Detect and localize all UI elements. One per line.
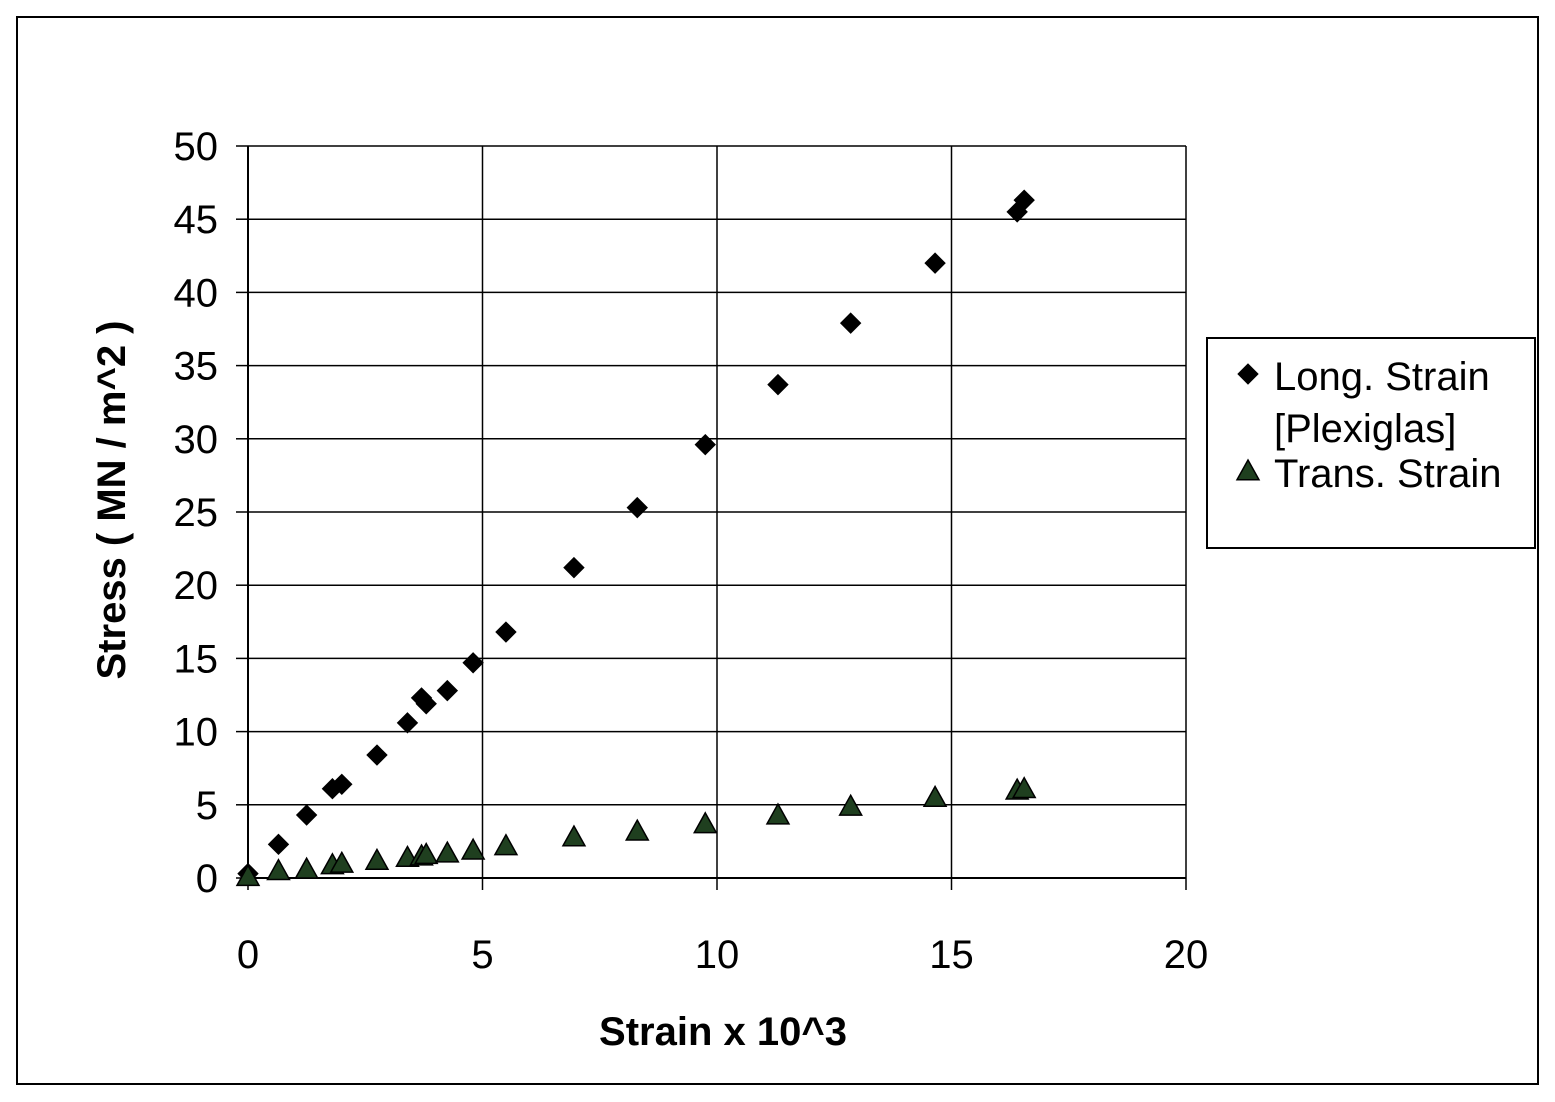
long-strain-point bbox=[626, 496, 648, 519]
trans-strain-point bbox=[294, 856, 319, 879]
trans-strain-point bbox=[460, 837, 486, 860]
legend: Long. Strain [Plexiglas]Trans. Strain bbox=[1206, 337, 1536, 549]
trans-strain-point bbox=[693, 811, 718, 834]
legend-label: [Plexiglas] bbox=[1274, 407, 1456, 451]
legend-items: Long. Strain [Plexiglas]Trans. Strain bbox=[1235, 355, 1501, 496]
legend-marker-long-strain bbox=[1237, 363, 1259, 385]
trans-strain-point bbox=[765, 802, 791, 825]
long-strain-point bbox=[495, 621, 517, 643]
long-strain-point bbox=[396, 712, 419, 734]
long-strain-point bbox=[366, 744, 388, 766]
trans-strain-point bbox=[413, 842, 439, 865]
legend-box bbox=[1206, 337, 1536, 549]
trans-strain-point bbox=[266, 858, 291, 881]
y-tick-label: 35 bbox=[174, 345, 219, 389]
legend-marker-trans-strain bbox=[1235, 458, 1261, 481]
long-strain-point bbox=[694, 433, 716, 456]
x-axis-title: Strain x 10^3 bbox=[599, 1010, 847, 1054]
y-tick-label: 5 bbox=[196, 784, 218, 828]
long-strain-point bbox=[436, 679, 459, 702]
trans-strain-point bbox=[561, 824, 587, 847]
trans-strain-point bbox=[364, 847, 390, 870]
series-trans-strain bbox=[235, 776, 1037, 887]
y-tick-label: 40 bbox=[174, 271, 219, 315]
data-points bbox=[235, 189, 1037, 887]
y-tick-label: 30 bbox=[174, 418, 219, 462]
x-tick-label: 20 bbox=[1164, 933, 1209, 977]
long-strain-point bbox=[415, 693, 437, 715]
trans-strain-point bbox=[1011, 776, 1037, 799]
y-tick-label: 50 bbox=[174, 125, 219, 169]
x-tick-label: 5 bbox=[471, 933, 493, 977]
trans-strain-point bbox=[493, 833, 519, 856]
x-tick-label: 10 bbox=[695, 933, 740, 977]
legend-label: Trans. Strain bbox=[1274, 452, 1501, 496]
y-tick-label: 15 bbox=[174, 637, 219, 681]
x-tick-label: 0 bbox=[237, 933, 259, 977]
trans-strain-point bbox=[624, 818, 650, 841]
y-tick-label: 0 bbox=[196, 857, 218, 901]
tick-labels: 0 5 10 15 20 25 30 35 40 45 50 0 5 10 15 20 bbox=[174, 125, 1209, 977]
trans-strain-point bbox=[922, 784, 948, 808]
axes bbox=[236, 145, 1187, 890]
trans-strain-point bbox=[838, 793, 863, 816]
y-axis-title: Stress ( MN / m^2 ) bbox=[90, 320, 134, 679]
y-tick-label: 25 bbox=[174, 491, 219, 535]
trans-strain-point bbox=[435, 840, 460, 863]
y-tick-label: 20 bbox=[174, 564, 219, 608]
long-strain-point bbox=[924, 252, 946, 274]
legend-label: Long. Strain bbox=[1274, 355, 1490, 399]
long-strain-point bbox=[295, 804, 318, 826]
long-strain-point bbox=[267, 833, 290, 856]
x-tick-label: 15 bbox=[929, 933, 974, 977]
long-strain-point bbox=[767, 373, 789, 396]
long-strain-point bbox=[462, 652, 484, 674]
y-tick-label: 45 bbox=[174, 198, 219, 242]
long-strain-point bbox=[839, 312, 862, 334]
long-strain-point bbox=[331, 773, 353, 796]
trans-strain-point bbox=[329, 850, 355, 873]
long-strain-point bbox=[1013, 189, 1035, 211]
y-tick-label: 10 bbox=[174, 711, 219, 755]
trans-strain-point bbox=[235, 863, 261, 887]
long-strain-point bbox=[563, 556, 585, 579]
chart-frame bbox=[16, 16, 1539, 1085]
